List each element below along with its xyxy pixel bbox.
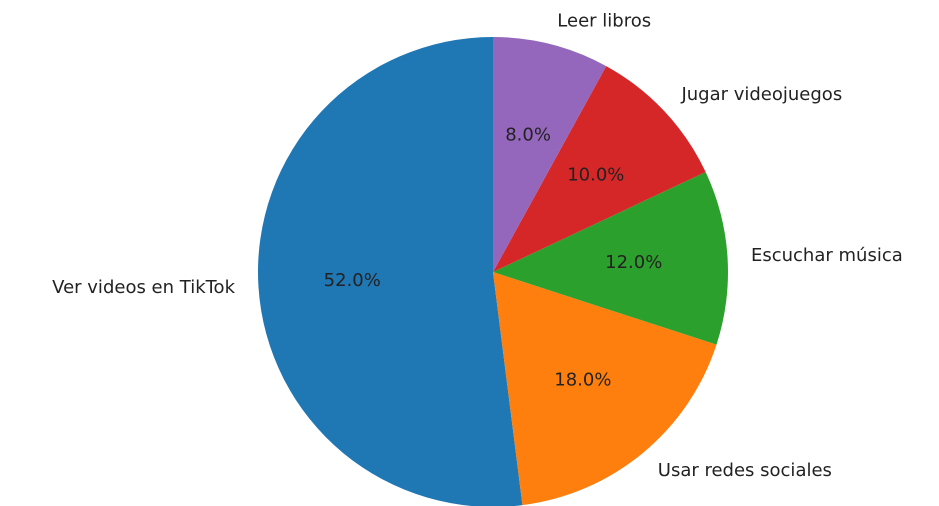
category-label: Ver videos en TikTok <box>52 277 235 298</box>
category-label: Usar redes sociales <box>658 460 832 481</box>
pie-slice <box>258 37 523 506</box>
value-label: 52.0% <box>324 270 381 291</box>
category-label: Jugar videojuegos <box>680 84 842 105</box>
pie-slice <box>493 37 607 272</box>
value-label: 10.0% <box>567 164 624 185</box>
pie-slice <box>493 66 706 272</box>
pie-slice <box>493 272 717 506</box>
category-label: Escuchar música <box>751 245 903 266</box>
category-label: Leer libros <box>557 11 651 32</box>
value-label: 12.0% <box>605 252 662 273</box>
value-label: 8.0% <box>505 124 551 145</box>
pie-slice <box>493 171 728 345</box>
value-label: 18.0% <box>554 370 611 391</box>
